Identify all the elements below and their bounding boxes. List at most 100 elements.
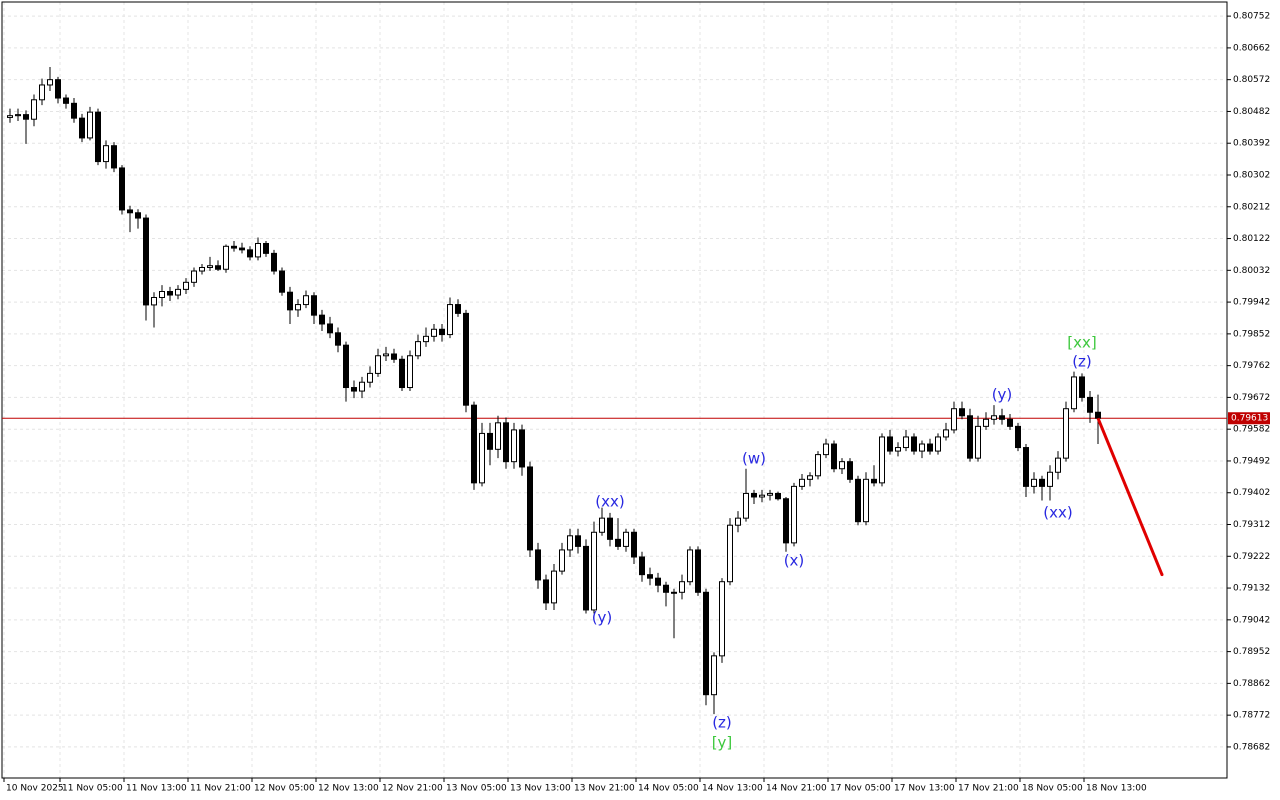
candle-body (279, 270, 285, 293)
candle-body (103, 145, 109, 163)
candle-body (7, 115, 13, 118)
candle-body (343, 344, 349, 389)
wave-label: (w) (742, 450, 766, 468)
candle-body (559, 549, 565, 572)
candle-body (839, 461, 845, 470)
candle-body (735, 517, 741, 526)
candle-body (399, 358, 405, 389)
candle-body (119, 167, 125, 211)
candle-body (191, 270, 197, 283)
candle-body (575, 535, 581, 547)
y-tick-label: 0.79762 (1233, 361, 1270, 371)
candle-body (479, 432, 485, 484)
y-tick-label: 0.78862 (1233, 679, 1270, 689)
candle-body (175, 288, 181, 296)
y-tick-label: 0.79672 (1233, 393, 1270, 403)
candle-body (1063, 408, 1069, 459)
candle-body (719, 581, 725, 657)
candle-body (999, 415, 1005, 420)
x-tick-label: 12 Nov 21:00 (382, 784, 443, 794)
x-tick-label: 18 Nov 13:00 (1086, 784, 1147, 794)
y-tick-label: 0.79222 (1233, 552, 1270, 562)
candle-body (159, 290, 165, 299)
candle-body (647, 574, 653, 579)
candle-body (135, 212, 141, 219)
candle-body (143, 217, 149, 306)
candle-body (663, 584, 669, 593)
candle-body (847, 461, 853, 480)
candle-body (927, 443, 933, 452)
candle-body (335, 332, 341, 346)
y-tick-label: 0.79402 (1233, 488, 1270, 498)
candle-body (551, 570, 557, 604)
x-tick-label: 11 Nov 05:00 (62, 784, 123, 794)
candle-body (71, 102, 77, 119)
candle-body (295, 304, 301, 311)
candle-body (303, 295, 309, 306)
candle-body (111, 145, 117, 169)
candle-body (311, 295, 317, 316)
candle-body (511, 429, 517, 463)
candle-body (471, 404, 477, 484)
candle-body (807, 475, 813, 480)
candle-body (959, 408, 965, 417)
candle-body (615, 538, 621, 547)
candle-body (751, 492, 757, 498)
candle-body (1055, 457, 1061, 473)
x-tick-label: 11 Nov 13:00 (126, 784, 187, 794)
projection-line (1096, 417, 1164, 576)
candle-body (639, 556, 645, 576)
candle-body (567, 535, 573, 551)
candle-body (831, 443, 837, 470)
candle-body (695, 549, 701, 593)
candle-body (935, 436, 941, 452)
wave-label: (y) (592, 609, 613, 627)
candle-body (199, 266, 205, 272)
candle-body (583, 545, 589, 611)
candle-body (327, 323, 333, 334)
candle-body (263, 242, 269, 254)
candle-body (1071, 376, 1077, 410)
candle-body (775, 492, 781, 500)
candle-body (495, 422, 501, 450)
x-tick-label: 17 Nov 05:00 (830, 784, 891, 794)
y-tick-label: 0.80212 (1233, 202, 1270, 212)
wave-label: [xx] (1067, 334, 1096, 352)
y-tick-label: 0.79582 (1233, 425, 1270, 435)
candle-body (655, 577, 661, 586)
candle-body (47, 79, 53, 86)
candle-body (407, 355, 413, 389)
wave-label: (x) (784, 552, 805, 570)
candle-body (791, 485, 797, 544)
candle-body (759, 494, 765, 498)
candle-body (391, 353, 397, 360)
x-tick-label: 14 Nov 13:00 (702, 784, 763, 794)
candle-body (55, 79, 61, 99)
candle-body (359, 381, 365, 392)
wave-label: (xx) (1043, 504, 1072, 522)
candle-body (823, 443, 829, 456)
candle-body (383, 353, 389, 357)
y-tick-label: 0.78682 (1233, 742, 1270, 752)
wave-label: (z) (1072, 353, 1092, 371)
candle-body (879, 436, 885, 484)
candle-body (415, 341, 421, 357)
wave-label: (z) (712, 714, 732, 732)
candle-body (815, 454, 821, 477)
x-tick-label: 18 Nov 05:00 (1022, 784, 1083, 794)
candle-body (871, 478, 877, 484)
candle-body (167, 290, 173, 296)
candle-body (631, 531, 637, 558)
candle-body (863, 478, 869, 523)
candle-body (183, 281, 189, 290)
candle-body (127, 209, 133, 214)
y-tick-label: 0.80122 (1233, 234, 1270, 244)
candle-body (991, 415, 997, 420)
candle-body (1023, 447, 1029, 487)
candle-body (1095, 411, 1101, 419)
y-tick-label: 0.78772 (1233, 711, 1270, 721)
last-price-box (1228, 412, 1270, 425)
wave-label: (xx) (595, 493, 624, 511)
candle-body (983, 418, 989, 427)
